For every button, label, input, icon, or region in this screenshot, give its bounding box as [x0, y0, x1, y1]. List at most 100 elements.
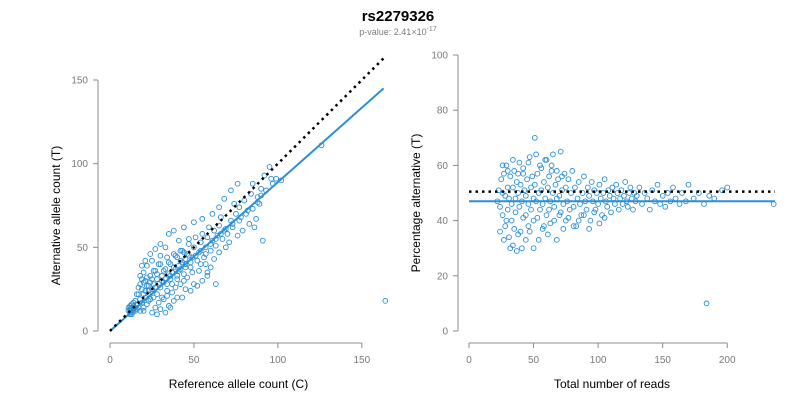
- panel2-data-point: [627, 184, 634, 191]
- panel2-data-point: [624, 203, 631, 210]
- panel2-y-tick-label: 60: [437, 161, 449, 172]
- panel2-data-point: [501, 237, 507, 243]
- panel2-data-point: [553, 168, 560, 174]
- panel2-y-tick-label: 40: [437, 216, 449, 227]
- panel1-data-point: [204, 272, 211, 279]
- panel2-data-point: [533, 151, 539, 158]
- panel1-data-point: [212, 281, 219, 287]
- panel1-x-tick-label: 150: [353, 355, 370, 366]
- pvalue-exponent: -17: [427, 26, 437, 33]
- panel2-data-point: [596, 181, 603, 188]
- panel1-data-point: [167, 261, 174, 267]
- panel2-data-point: [553, 237, 560, 243]
- panel1-data-point: [207, 247, 214, 254]
- panel1-data-point: [256, 200, 263, 207]
- panel2-data-point: [573, 223, 580, 229]
- panel2-data-point: [522, 212, 529, 218]
- panel2-data-point: [575, 217, 582, 224]
- panel2-data-point: [528, 184, 534, 191]
- panel1-data-point: [224, 231, 231, 237]
- panel2-data-point: [664, 190, 671, 196]
- panel1-data-point: [222, 226, 229, 232]
- panel2-data-point: [498, 176, 505, 183]
- panel2-y-tick-label: 20: [437, 271, 449, 282]
- panel1-data-point: [142, 287, 149, 294]
- panel1-data-point: [160, 267, 167, 274]
- panel2-data-point: [581, 212, 587, 218]
- panel2-data-point: [528, 206, 534, 213]
- panel1-data-point: [147, 279, 154, 286]
- panel2-data-point: [565, 214, 572, 221]
- panel1-data-point: [142, 277, 149, 284]
- panel2-data-point: [672, 195, 679, 202]
- panel2-data-point: [556, 192, 563, 199]
- panel1-data-point: [258, 185, 264, 192]
- panel2-data-point: [584, 184, 591, 191]
- panel2-data-point: [538, 165, 545, 172]
- panel1-y-tick-label: 50: [77, 243, 89, 254]
- panel1-data-point: [149, 286, 155, 293]
- panel2-data-point: [770, 201, 777, 207]
- panel2-data-point: [614, 190, 621, 196]
- panel1-data-point: [159, 294, 165, 301]
- panel2-data-point: [515, 231, 521, 238]
- panel2-data-point: [534, 170, 541, 177]
- panel1-data-point: [157, 252, 164, 259]
- panel1-data-point: [149, 276, 155, 282]
- panel2-data-point: [595, 201, 601, 207]
- panel1-data-point: [160, 296, 167, 303]
- panel2-data-point: [559, 173, 565, 180]
- panel1-data-point: [233, 211, 239, 217]
- panel1-y-tick-label: 0: [82, 327, 88, 338]
- panel1-data-point: [139, 262, 145, 269]
- panel1-data-point: [172, 284, 179, 291]
- panel2-data-point: [508, 201, 515, 207]
- panel1-data-point: [234, 180, 241, 187]
- panel1-data-point: [154, 271, 160, 277]
- panel1-data-point: [149, 257, 155, 264]
- panel2-data-point: [592, 206, 599, 213]
- panel2-data-point: [551, 217, 558, 224]
- panel2-data-point: [543, 212, 550, 218]
- panel2-y-tick-label: 80: [437, 106, 449, 117]
- panel2-data-point: [570, 203, 577, 210]
- panel1-data-point: [140, 279, 147, 286]
- panel1-data-point: [268, 175, 275, 182]
- panel1-data-point: [228, 187, 234, 194]
- panel2-data-point: [497, 228, 503, 235]
- panel2-data-point: [556, 212, 563, 218]
- panel1-data-point: [206, 224, 212, 231]
- panel2-data-point: [502, 223, 509, 229]
- panel2-data-point: [504, 206, 511, 213]
- panel2-x-tick-label: 200: [719, 355, 736, 366]
- panel1-data-point: [140, 304, 147, 311]
- panel1-data-point: [162, 266, 169, 272]
- panel1-data-point: [139, 276, 145, 282]
- panel2-x-axis-label: Total number of reads: [554, 377, 670, 391]
- panel2-data-point: [591, 209, 598, 216]
- panel2-data-point: [504, 168, 511, 174]
- right-panel: 0 50 100 150 200 0 20 40 60 80 100 Total number of …: [409, 51, 777, 391]
- panel2-data-point: [662, 203, 669, 210]
- panel2-data-point: [659, 192, 666, 199]
- panel1-data-point: [184, 251, 191, 257]
- panel2-data-point: [515, 170, 521, 177]
- panel1-y-tick-label: 100: [71, 159, 88, 170]
- panel1-data-point: [162, 244, 169, 251]
- panel2-data-point: [530, 245, 537, 252]
- panel2-data-point: [519, 245, 525, 252]
- panel1-data-point: [170, 227, 177, 234]
- panel1-data-point: [204, 269, 211, 276]
- panel1-data-point: [189, 254, 196, 261]
- panel1-data-point: [181, 277, 187, 284]
- panel2-data-point: [525, 223, 532, 229]
- panel1-data-point: [204, 234, 211, 241]
- panel1-data-point: [134, 291, 140, 298]
- panel2-data-point: [520, 165, 527, 172]
- panel1-data-point: [201, 254, 207, 261]
- panel2-data-point: [531, 134, 538, 141]
- panel2-data-point: [560, 226, 567, 232]
- panel1-data-point: [137, 308, 144, 314]
- panel2-data-point: [557, 209, 564, 216]
- panel2-data-point: [597, 195, 604, 202]
